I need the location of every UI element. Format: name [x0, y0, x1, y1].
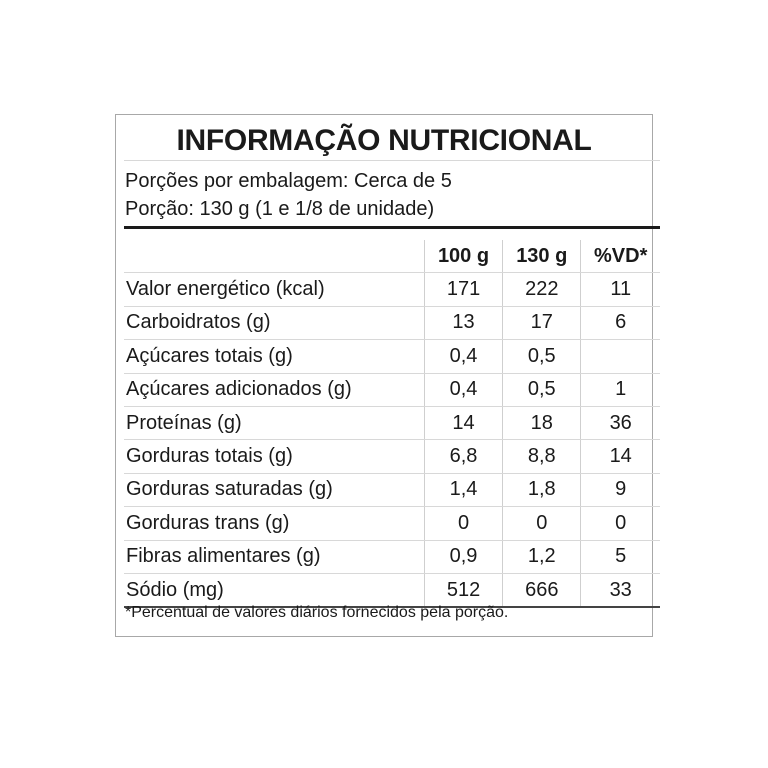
servings-per-package: Porções por embalagem: Cerca de 5 — [125, 170, 452, 192]
value-serving: 666 — [502, 573, 581, 609]
value-serving: 18 — [502, 406, 581, 441]
nutrient-label: Sódio (mg) — [124, 573, 425, 609]
value-serving: 8,8 — [502, 439, 581, 474]
value-vd: 14 — [580, 439, 660, 474]
table-row: Gorduras trans (g) 0 0 0 — [124, 506, 660, 541]
value-vd: 1 — [580, 373, 660, 407]
nutrient-label: Fibras alimentares (g) — [124, 540, 425, 574]
value-serving: 17 — [502, 306, 581, 341]
value-100g: 0,4 — [423, 339, 503, 374]
value-vd: 9 — [580, 473, 660, 508]
nutrient-label: Carboidratos (g) — [124, 306, 425, 341]
header-serving: 130 g — [502, 240, 581, 274]
nutrient-label: Gorduras totais (g) — [124, 439, 425, 474]
table-row: Fibras alimentares (g) 0,9 1,2 5 — [124, 540, 660, 574]
value-100g: 14 — [423, 406, 503, 441]
table-row: Sódio (mg) 512 666 33 — [124, 573, 660, 609]
value-vd: 0 — [580, 506, 660, 541]
value-serving: 0,5 — [502, 339, 581, 374]
nutrition-table: 100 g 130 g %VD* Valor energético (kcal)… — [124, 240, 660, 609]
value-100g: 0,4 — [423, 373, 503, 407]
nutrient-label: Proteínas (g) — [124, 406, 425, 441]
value-100g: 0,9 — [423, 540, 503, 574]
value-100g: 1,4 — [423, 473, 503, 508]
nutrient-label: Gorduras trans (g) — [124, 506, 425, 541]
divider — [124, 160, 660, 161]
table-row: Açúcares totais (g) 0,4 0,5 — [124, 339, 660, 374]
nutrient-label: Valor energético (kcal) — [124, 272, 425, 307]
value-vd: 36 — [580, 406, 660, 441]
table-row: Gorduras saturadas (g) 1,4 1,8 9 — [124, 473, 660, 508]
table-row: Valor energético (kcal) 171 222 11 — [124, 272, 660, 307]
table-row: Gorduras totais (g) 6,8 8,8 14 — [124, 439, 660, 474]
label-title: INFORMAÇÃO NUTRICIONAL — [176, 124, 592, 157]
value-vd — [580, 339, 660, 374]
value-serving: 1,2 — [502, 540, 581, 574]
value-100g: 171 — [423, 272, 503, 307]
value-vd: 6 — [580, 306, 660, 341]
value-serving: 222 — [502, 272, 581, 307]
value-100g: 13 — [423, 306, 503, 341]
nutrient-label: Açúcares adicionados (g) — [124, 373, 425, 407]
value-serving: 0 — [502, 506, 581, 541]
table-row: Açúcares adicionados (g) 0,4 0,5 1 — [124, 373, 660, 407]
table-row: Proteínas (g) 14 18 36 — [124, 406, 660, 441]
table-header-row: 100 g 130 g %VD* — [124, 240, 660, 274]
value-100g: 512 — [423, 573, 503, 609]
header-100g: 100 g — [423, 240, 503, 274]
value-serving: 0,5 — [502, 373, 581, 407]
nutrient-label: Açúcares totais (g) — [124, 339, 425, 374]
value-vd: 5 — [580, 540, 660, 574]
nutrient-label: Gorduras saturadas (g) — [124, 473, 425, 508]
value-vd: 11 — [580, 272, 660, 307]
value-serving: 1,8 — [502, 473, 581, 508]
serving-size: Porção: 130 g (1 e 1/8 de unidade) — [125, 198, 435, 220]
value-100g: 6,8 — [423, 439, 503, 474]
thick-divider — [124, 226, 660, 229]
footnote: *Percentual de valores diários fornecido… — [125, 604, 509, 621]
header-vd: %VD* — [580, 240, 660, 274]
header-label — [124, 240, 425, 274]
value-vd: 33 — [580, 573, 660, 609]
value-100g: 0 — [423, 506, 503, 541]
table-row: Carboidratos (g) 13 17 6 — [124, 306, 660, 341]
